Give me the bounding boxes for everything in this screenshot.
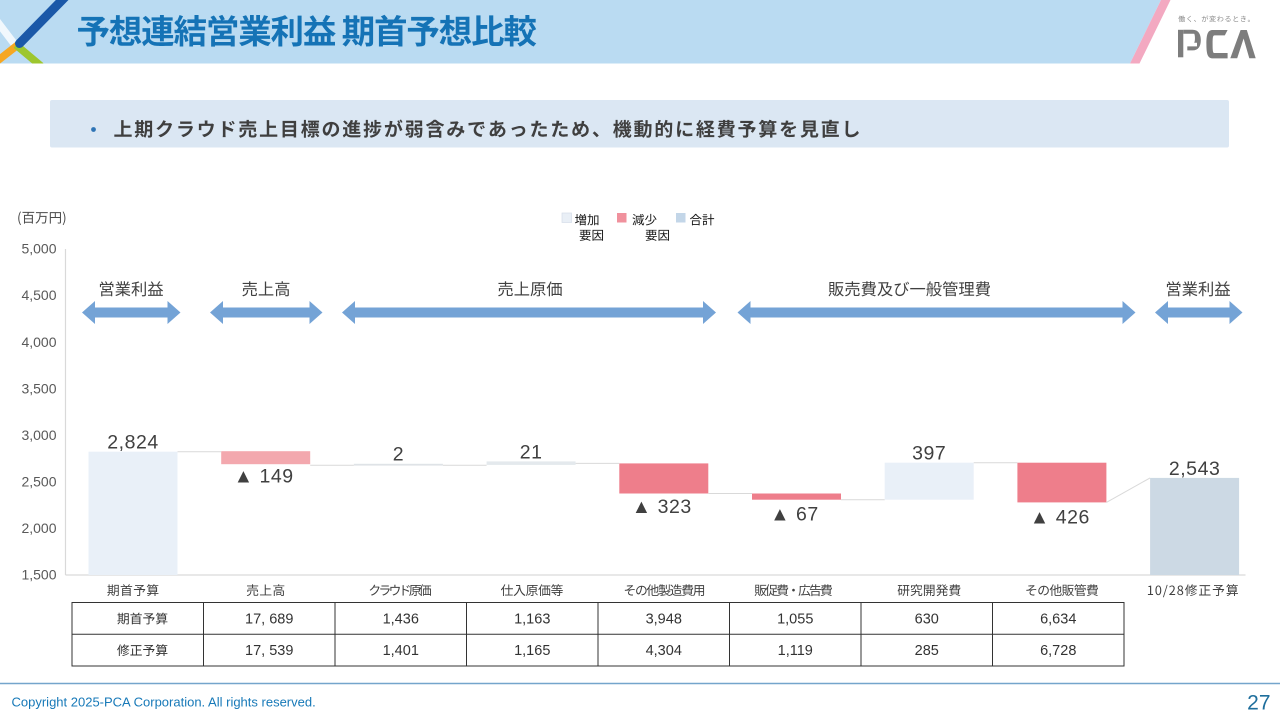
svg-text:5,000: 5,000 <box>21 241 56 257</box>
svg-text:1,500: 1,500 <box>21 567 56 583</box>
svg-text:6,634: 6,634 <box>1040 612 1076 628</box>
svg-text:4,500: 4,500 <box>21 287 56 303</box>
svg-text:3,500: 3,500 <box>21 380 56 396</box>
svg-text:17, 539: 17, 539 <box>245 643 293 659</box>
svg-text:1,119: 1,119 <box>778 643 813 659</box>
svg-text:3,000: 3,000 <box>21 427 56 443</box>
svg-text:1,055: 1,055 <box>777 612 813 628</box>
svg-text:1,436: 1,436 <box>383 612 419 628</box>
svg-text:Copyright 2025-PCA Corporation: Copyright 2025-PCA Corporation. All righ… <box>12 695 316 710</box>
svg-text:▲ 426: ▲ 426 <box>1030 507 1090 529</box>
svg-text:▲ 323: ▲ 323 <box>632 496 692 518</box>
svg-text:2,824: 2,824 <box>107 432 159 454</box>
svg-text:2: 2 <box>393 444 404 466</box>
svg-text:285: 285 <box>915 643 939 659</box>
svg-text:21: 21 <box>520 442 543 464</box>
svg-text:▲ 149: ▲ 149 <box>234 466 294 488</box>
svg-text:27: 27 <box>1247 692 1270 715</box>
svg-text:3,948: 3,948 <box>646 612 682 628</box>
svg-text:6,728: 6,728 <box>1040 643 1076 659</box>
svg-text:4,000: 4,000 <box>21 334 56 350</box>
svg-text:630: 630 <box>915 612 939 628</box>
svg-text:1,165: 1,165 <box>514 643 550 659</box>
svg-text:2,500: 2,500 <box>21 474 56 490</box>
svg-text:2,000: 2,000 <box>21 520 56 536</box>
svg-text:1,401: 1,401 <box>383 643 419 659</box>
svg-text:1,163: 1,163 <box>514 612 550 628</box>
svg-text:4,304: 4,304 <box>646 643 682 659</box>
svg-text:2,543: 2,543 <box>1169 458 1221 480</box>
svg-text:397: 397 <box>912 443 946 465</box>
svg-text:17, 689: 17, 689 <box>245 612 293 628</box>
svg-text:▲ 67: ▲ 67 <box>770 504 819 526</box>
